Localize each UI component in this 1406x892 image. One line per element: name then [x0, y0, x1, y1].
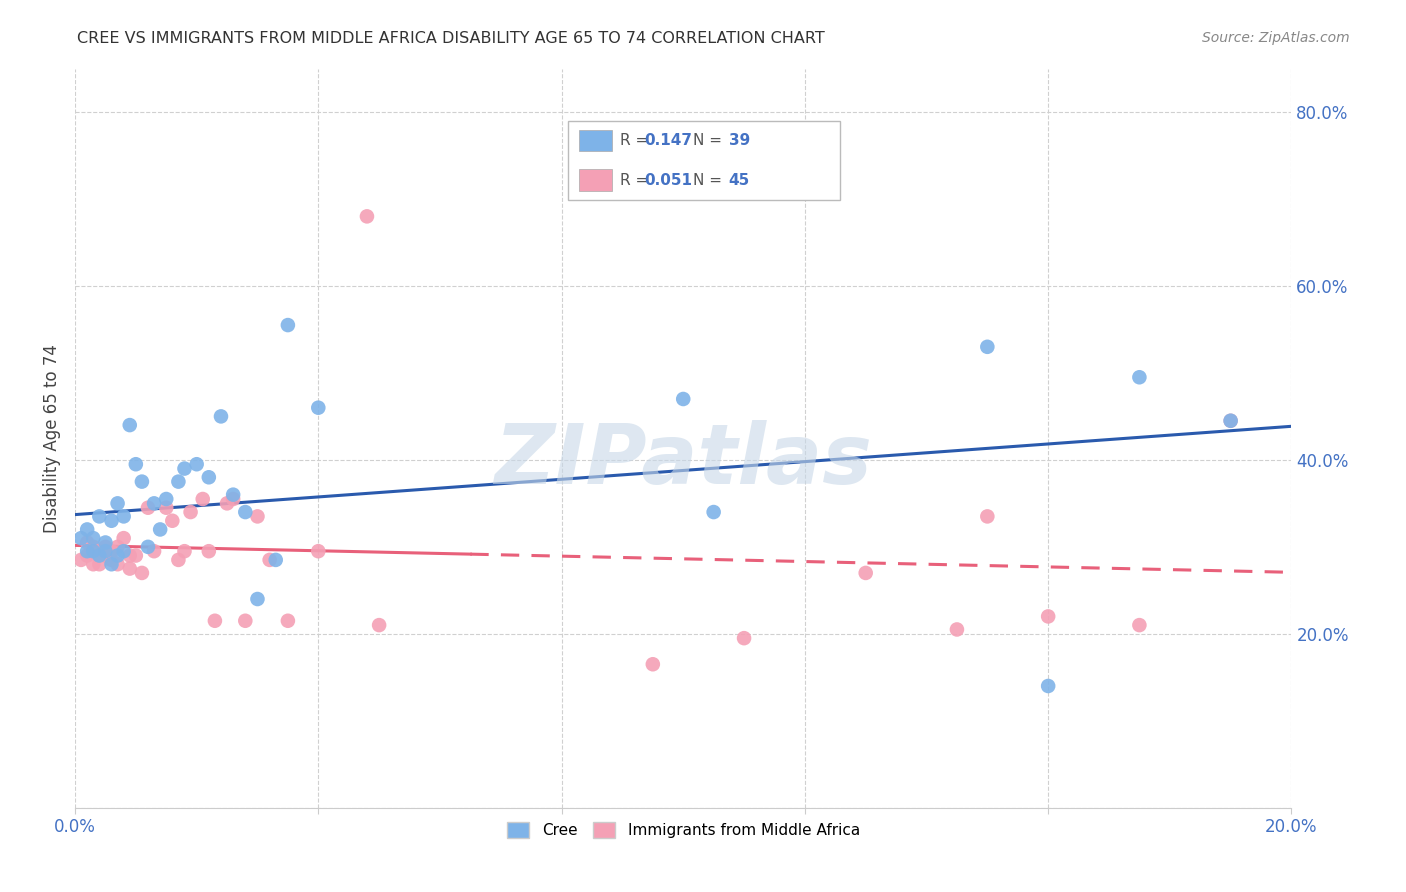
Point	[855, 566, 877, 580]
Point	[94, 544, 117, 558]
Point	[118, 561, 141, 575]
Point	[143, 544, 166, 558]
Point	[198, 470, 221, 484]
Point	[112, 531, 135, 545]
Point	[307, 401, 329, 415]
Point	[264, 553, 287, 567]
Point	[368, 618, 391, 632]
Point	[155, 500, 177, 515]
Point	[125, 457, 148, 471]
Point	[100, 558, 122, 572]
Point	[94, 535, 117, 549]
Point	[100, 544, 122, 558]
Point	[976, 509, 998, 524]
Point	[100, 514, 122, 528]
Point	[76, 535, 98, 549]
Text: R =: R =	[620, 172, 652, 187]
Point	[222, 488, 245, 502]
Text: N =: N =	[693, 133, 727, 148]
Y-axis label: Disability Age 65 to 74: Disability Age 65 to 74	[44, 343, 60, 533]
Point	[246, 509, 269, 524]
Point	[641, 657, 664, 672]
Point	[173, 461, 195, 475]
Point	[233, 614, 256, 628]
Point	[112, 509, 135, 524]
Text: 39: 39	[728, 133, 749, 148]
Point	[246, 592, 269, 607]
Point	[277, 614, 299, 628]
Point	[1219, 414, 1241, 428]
Point	[976, 340, 998, 354]
Text: ZIPatlas: ZIPatlas	[495, 420, 872, 500]
Text: Source: ZipAtlas.com: Source: ZipAtlas.com	[1202, 31, 1350, 45]
Text: CREE VS IMMIGRANTS FROM MIDDLE AFRICA DISABILITY AGE 65 TO 74 CORRELATION CHART: CREE VS IMMIGRANTS FROM MIDDLE AFRICA DI…	[77, 31, 825, 46]
Point	[131, 475, 153, 489]
Point	[703, 505, 725, 519]
Point	[191, 491, 214, 506]
Point	[1036, 609, 1059, 624]
Point	[94, 540, 117, 554]
Point	[356, 210, 378, 224]
Point	[222, 491, 245, 506]
Point	[82, 558, 104, 572]
Point	[733, 631, 755, 645]
Point	[1036, 679, 1059, 693]
Point	[125, 549, 148, 563]
Point	[89, 558, 111, 572]
Point	[162, 514, 184, 528]
Point	[167, 553, 190, 567]
Point	[76, 523, 98, 537]
Point	[215, 496, 238, 510]
Point	[89, 509, 111, 524]
Text: 0.051: 0.051	[644, 172, 692, 187]
Point	[143, 496, 166, 510]
Point	[277, 318, 299, 332]
Point	[672, 392, 695, 406]
Point	[107, 549, 129, 563]
Point	[1219, 414, 1241, 428]
Point	[136, 540, 159, 554]
Point	[89, 549, 111, 563]
Point	[70, 553, 93, 567]
Text: N =: N =	[693, 172, 727, 187]
Point	[107, 558, 129, 572]
Point	[149, 523, 172, 537]
Point	[82, 531, 104, 545]
Point	[233, 505, 256, 519]
Point	[76, 549, 98, 563]
Point	[259, 553, 281, 567]
Point	[180, 505, 202, 519]
Point	[307, 544, 329, 558]
Text: 45: 45	[728, 172, 749, 187]
Point	[186, 457, 208, 471]
Point	[136, 500, 159, 515]
Point	[107, 496, 129, 510]
Point	[131, 566, 153, 580]
Point	[173, 544, 195, 558]
Point	[155, 491, 177, 506]
Point	[1128, 618, 1150, 632]
Point	[76, 544, 98, 558]
Point	[82, 540, 104, 554]
Point	[89, 544, 111, 558]
Point	[209, 409, 232, 424]
Point	[82, 544, 104, 558]
Point	[198, 544, 221, 558]
Point	[204, 614, 226, 628]
Point	[1128, 370, 1150, 384]
Point	[118, 549, 141, 563]
Point	[107, 540, 129, 554]
Text: 0.147: 0.147	[644, 133, 692, 148]
Point	[946, 623, 969, 637]
Point	[167, 475, 190, 489]
Legend: Cree, Immigrants from Middle Africa: Cree, Immigrants from Middle Africa	[501, 816, 866, 845]
Point	[70, 531, 93, 545]
Point	[94, 549, 117, 563]
Point	[112, 544, 135, 558]
Point	[118, 418, 141, 433]
Point	[100, 553, 122, 567]
Text: R =: R =	[620, 133, 652, 148]
